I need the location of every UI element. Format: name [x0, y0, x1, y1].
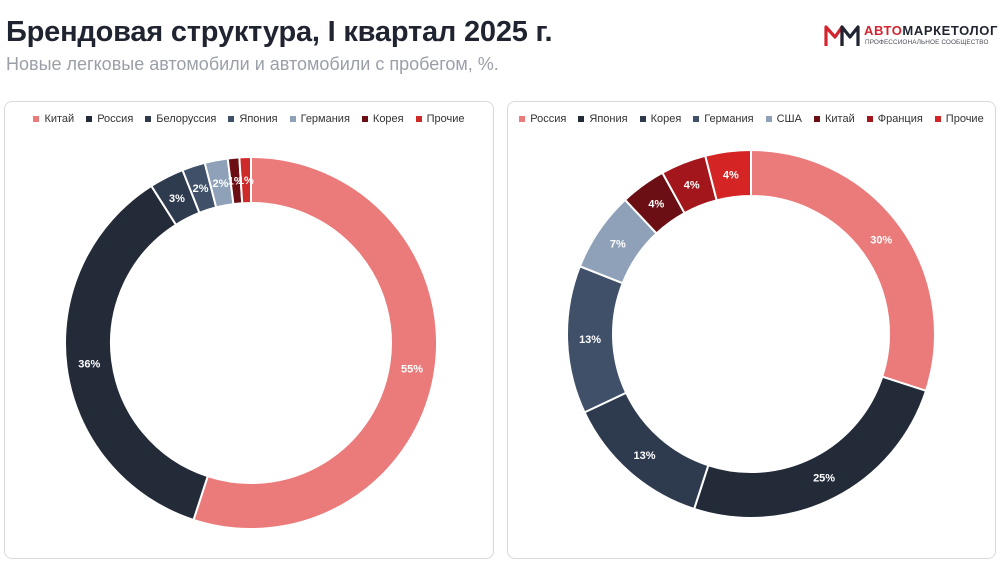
legend-label: Китай: [824, 113, 855, 125]
legend-swatch: [866, 116, 873, 122]
legend-label: Прочие: [945, 113, 984, 125]
legend-swatch: [228, 116, 235, 122]
page-title: Брендовая структура, I квартал 2025 г.: [6, 16, 553, 48]
chart-legend-right: Россия Япония Корея Германия США Китай Франция…: [508, 113, 995, 125]
data-label-left-0: 55%: [401, 363, 423, 375]
donut-slice-right-7: [704, 148, 752, 202]
legend-swatch: [578, 116, 585, 122]
legend-entry: Россия: [519, 113, 566, 125]
legend-entry: Белоруссия: [145, 113, 216, 125]
logo-tagline: ПРОФЕССИОНАЛЬНОЕ СООБЩЕСТВО: [865, 39, 989, 46]
donut-chart-right: 30% 25% 13% 13% 7% 4% 4% 4%: [566, 148, 936, 519]
legend-swatch: [693, 116, 700, 122]
legend-label: Китай: [44, 113, 75, 125]
brand-logo: АВТОМАРКЕТОЛОГ ПРОФЕССИОНАЛЬНОЕ СООБЩЕСТ…: [824, 22, 1000, 52]
legend-label: Франция: [877, 113, 923, 125]
donut-slice-left-6: [238, 155, 252, 205]
legend-swatch: [415, 116, 422, 122]
data-label-right-5: 4%: [648, 199, 664, 211]
donut-slice-left-1: [64, 184, 209, 522]
donut-chart-left: 55%36%3%2% 2% 1%1%: [64, 155, 438, 530]
legend-entry: Прочие: [415, 113, 465, 125]
legend-entry: Китай: [813, 113, 855, 125]
chart-panel-left: Китай Россия Белоруссия Япония Германия Корея…: [4, 101, 494, 559]
chart-legend-left: Китай Россия Белоруссия Япония Германия Корея…: [5, 113, 493, 125]
legend-label: Япония: [239, 113, 278, 125]
legend-entry: США: [765, 113, 802, 125]
legend-swatch: [145, 116, 152, 122]
legend-entry: Прочие: [934, 113, 984, 125]
legend-swatch: [639, 116, 646, 122]
data-label-right-7: 4%: [723, 169, 739, 181]
legend-swatch: [813, 116, 820, 122]
legend-label: Япония: [589, 113, 628, 125]
legend-swatch: [86, 116, 93, 122]
legend-label: Россия: [97, 113, 134, 125]
legend-label: США: [776, 113, 802, 125]
legend-swatch: [361, 116, 368, 122]
legend-entry: Китай: [33, 113, 74, 125]
logo-name-accent: АВТО: [864, 23, 903, 38]
legend-entry: Германия: [289, 113, 350, 125]
legend-label: Германия: [300, 113, 350, 125]
legend-swatch: [765, 116, 772, 122]
donut-slice-right-1: [692, 375, 928, 519]
logo-name-main: МАРКЕТОЛОГ: [902, 23, 998, 38]
legend-label: Прочие: [426, 113, 465, 125]
data-label-left-2: 3%: [169, 193, 185, 205]
data-label-right-3: 13%: [579, 334, 601, 346]
donut-slice-right-0: [750, 148, 936, 393]
legend-entry: Корея: [639, 113, 682, 125]
legend-entry: Япония: [578, 113, 628, 125]
legend-entry: Япония: [228, 113, 278, 125]
legend-entry: Корея: [361, 113, 404, 125]
legend-entry: Германия: [693, 113, 754, 125]
legend-entry: Франция: [866, 113, 923, 125]
chart-panel-right: Россия Япония Корея Германия США Китай Франция…: [507, 101, 996, 559]
legend-swatch: [33, 116, 40, 122]
data-label-left-4: 2%: [213, 178, 229, 190]
logo-mark-icon: [824, 25, 860, 46]
data-label-left-6: 1%: [238, 175, 254, 187]
data-label-left-1: 36%: [78, 358, 100, 370]
legend-label: Германия: [704, 113, 754, 125]
legend-swatch: [934, 116, 941, 122]
logo-name: АВТОМАРКЕТОЛОГ: [864, 23, 998, 38]
data-label-right-6: 4%: [684, 179, 700, 191]
legend-label: Белоруссия: [156, 113, 217, 125]
data-label-right-2: 13%: [634, 450, 656, 462]
legend-swatch: [519, 116, 526, 122]
legend-label: Россия: [530, 113, 567, 125]
legend-label: Корея: [372, 113, 404, 125]
data-label-right-1: 25%: [813, 472, 835, 484]
legend-swatch: [289, 116, 296, 122]
data-label-right-4: 7%: [610, 239, 626, 251]
data-label-left-3: 2%: [193, 183, 209, 195]
data-label-right-0: 30%: [870, 234, 892, 246]
legend-label: Корея: [650, 113, 682, 125]
page-subtitle: Новые легковые автомобили и автомобили с…: [6, 54, 499, 74]
legend-entry: Россия: [86, 113, 133, 125]
donut-slice-left-0: [192, 155, 438, 530]
